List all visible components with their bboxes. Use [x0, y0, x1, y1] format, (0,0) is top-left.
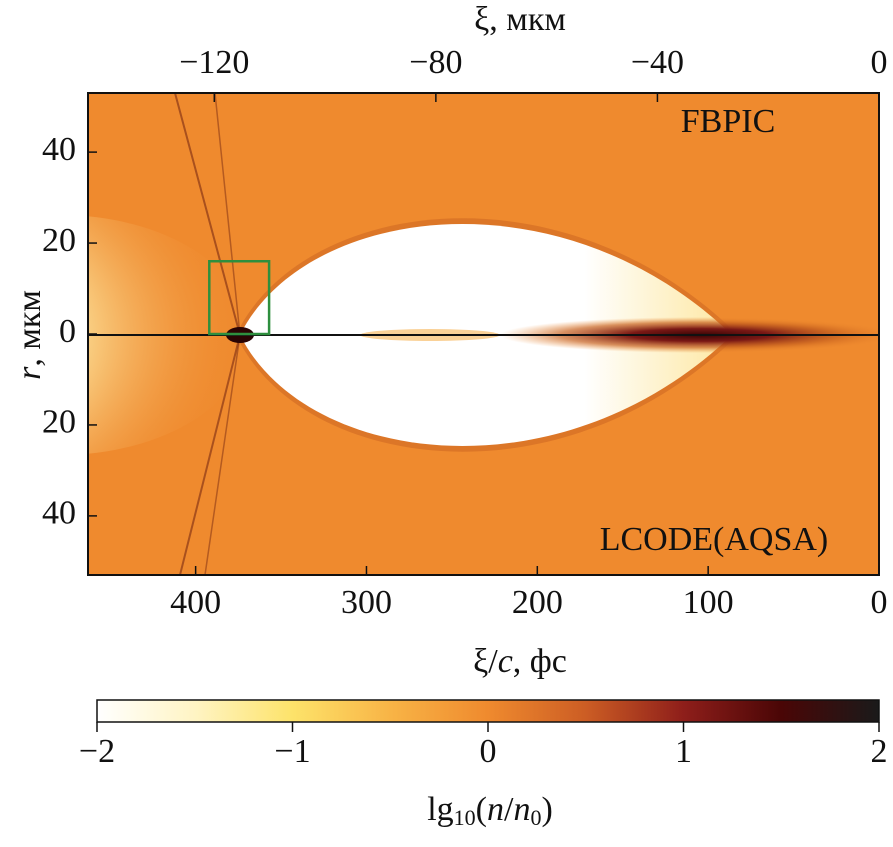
label-part: n — [487, 791, 504, 828]
label-part: lg — [427, 791, 453, 828]
y-tick-label: 20 — [42, 404, 76, 441]
colorbar-tick-label: 0 — [480, 733, 497, 770]
x-tick-label: 0 — [871, 584, 888, 621]
y-tick-label: 40 — [42, 131, 76, 168]
label-part: , мкм — [11, 290, 48, 367]
x2-tick-label: −80 — [409, 44, 462, 81]
label-part: n — [513, 791, 530, 828]
y-tick-label: 20 — [42, 222, 76, 259]
label-part: 0 — [530, 805, 541, 830]
x-axis-label: ξ/c, фс — [473, 643, 567, 680]
label-part: ) — [541, 791, 552, 828]
x-tick-label: 300 — [341, 584, 392, 621]
highlight-box — [208, 259, 271, 336]
colorbar — [96, 699, 880, 723]
x-tick-label: 100 — [683, 584, 734, 621]
label-part: , фс — [513, 643, 567, 680]
label-part: ξ/ — [473, 643, 498, 680]
colorbar-tick-label: 2 — [871, 733, 888, 770]
x-tick-label: 400 — [170, 584, 221, 621]
label-part: ( — [476, 791, 487, 828]
x2-tick-label: −120 — [179, 44, 249, 81]
colorbar-tick-label: −1 — [274, 733, 310, 770]
x2-tick-label: 0 — [871, 44, 888, 81]
label-part: c — [498, 643, 513, 680]
x-tick-label: 200 — [512, 584, 563, 621]
colorbar-tick-label: −2 — [79, 733, 115, 770]
label-part: / — [504, 791, 514, 828]
density-image — [88, 93, 879, 575]
label-part: r — [11, 366, 48, 380]
label-part: 10 — [454, 805, 476, 830]
y-axis-label: r, мкм — [11, 290, 48, 380]
y-tick-label: 0 — [59, 313, 76, 350]
y-tick-label: 40 — [42, 495, 76, 532]
x2-axis-label: ξ, мкм — [474, 1, 566, 38]
colorbar-label: lg10(n/n0) — [427, 791, 553, 830]
annotation: FBPIC — [681, 103, 776, 140]
annotation: LCODE(AQSA) — [600, 521, 829, 558]
colorbar-tick-label: 1 — [675, 733, 692, 770]
x2-tick-label: −40 — [631, 44, 684, 81]
